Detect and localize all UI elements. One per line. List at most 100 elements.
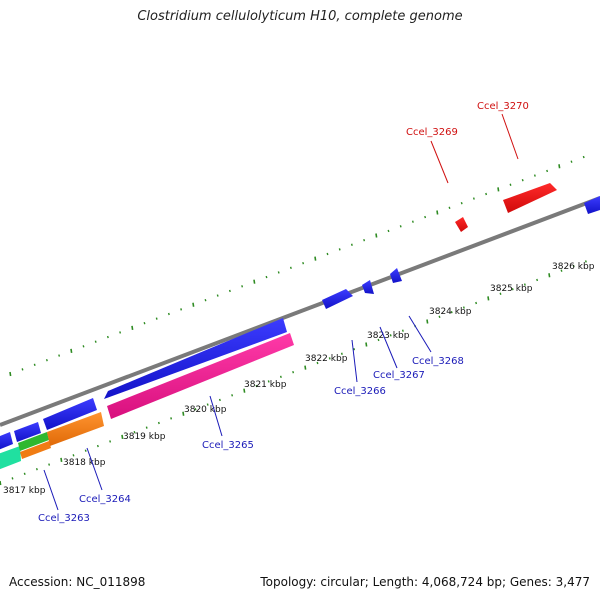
- scale-label: 3822 kbp: [305, 354, 348, 364]
- gene-arrow[interactable]: [503, 183, 557, 213]
- gene-label-ccel-3264[interactable]: Ccel_3264: [79, 494, 131, 505]
- gene-arrow[interactable]: [107, 333, 294, 419]
- tick-mark: [375, 233, 378, 238]
- tick-mark: [277, 271, 280, 274]
- gene-label-ccel-3270[interactable]: Ccel_3270: [477, 101, 529, 112]
- tick-mark: [558, 164, 561, 169]
- gene-arrow[interactable]: [104, 318, 287, 399]
- tick-mark: [96, 444, 99, 448]
- tick-mark: [424, 215, 427, 219]
- tick-mark: [485, 192, 488, 196]
- gene-arrow[interactable]: [0, 446, 21, 471]
- gene-arrow[interactable]: [20, 441, 51, 459]
- gene-arrow[interactable]: [43, 398, 97, 430]
- tick-mark: [121, 434, 124, 439]
- scale-labels: 3817 kbp 3818 kbp 3819 kbp 3820 kbp 3821…: [3, 262, 595, 496]
- scale-label: 3821 kbp: [244, 380, 287, 390]
- tick-mark: [82, 345, 85, 348]
- tick-mark: [511, 287, 514, 291]
- gene-arrow[interactable]: [390, 268, 402, 283]
- tick-mark: [253, 279, 256, 284]
- tick-mark: [216, 294, 219, 297]
- tick-mark: [475, 301, 478, 305]
- gene-features: [0, 183, 600, 471]
- scale-label: 3818 kbp: [63, 458, 106, 468]
- tick-mark: [389, 334, 392, 337]
- tick-mark: [23, 472, 26, 475]
- tick-mark: [11, 477, 14, 480]
- tick-mark: [340, 352, 343, 355]
- tick-mark: [182, 411, 185, 416]
- scale-label: 3823 kbp: [367, 331, 410, 341]
- tick-mark: [84, 449, 87, 452]
- label-leaders: [43, 113, 519, 511]
- gene-arrow[interactable]: [18, 432, 49, 451]
- tick-mark: [401, 329, 404, 332]
- tick-mark: [119, 331, 122, 334]
- tick-mark: [167, 312, 170, 316]
- tick-mark: [509, 183, 512, 186]
- gene-arrow[interactable]: [322, 289, 353, 309]
- gene-arrow[interactable]: [47, 412, 104, 446]
- tick-mark: [316, 361, 319, 365]
- inner-tick-ring: [0, 260, 587, 486]
- tick-mark: [231, 394, 234, 397]
- tick-mark: [497, 187, 500, 192]
- tick-mark: [133, 431, 136, 434]
- tick-mark: [255, 384, 258, 388]
- tick-mark: [521, 178, 524, 182]
- gene-label-ccel-3263[interactable]: Ccel_3263: [38, 513, 90, 524]
- tick-mark: [243, 388, 246, 393]
- tick-mark: [302, 262, 305, 265]
- tick-mark: [48, 463, 51, 466]
- tick-mark: [350, 243, 353, 246]
- tick-mark: [548, 273, 551, 278]
- tick-mark: [536, 278, 539, 282]
- tick-mark: [326, 252, 329, 256]
- tick-mark: [58, 354, 61, 357]
- tick-mark: [436, 210, 439, 215]
- tick-mark: [279, 375, 282, 379]
- tick-mark: [499, 292, 502, 295]
- scale-label: 3824 kbp: [429, 307, 472, 317]
- gene-arrow[interactable]: [584, 196, 600, 214]
- tick-mark: [9, 371, 12, 377]
- tick-mark: [377, 338, 380, 342]
- gene-label-ccel-3268[interactable]: Ccel_3268: [412, 356, 464, 367]
- tick-mark: [228, 289, 231, 293]
- gene-label-ccel-3265[interactable]: Ccel_3265: [202, 440, 254, 451]
- tick-mark: [572, 264, 575, 268]
- gene-arrow[interactable]: [455, 217, 468, 232]
- tick-mark: [145, 426, 148, 429]
- tick-mark: [265, 275, 268, 279]
- tick-mark: [438, 315, 441, 319]
- gene-label-ccel-3266[interactable]: Ccel_3266: [334, 386, 386, 397]
- tick-mark: [131, 325, 134, 330]
- tick-mark: [157, 421, 160, 425]
- gene-arrow[interactable]: [362, 280, 374, 294]
- tick-mark: [314, 256, 317, 261]
- scale-label: 3820 kbp: [184, 405, 227, 415]
- tick-mark: [584, 260, 587, 263]
- genome-backbone: [0, 196, 600, 427]
- gene-label-ccel-3269[interactable]: Ccel_3269: [406, 127, 458, 138]
- outer-tick-ring: [9, 155, 585, 377]
- tick-mark: [387, 229, 390, 233]
- gene-label-ccel-3267[interactable]: Ccel_3267: [373, 370, 425, 381]
- tick-mark: [570, 160, 573, 163]
- tick-mark: [70, 348, 73, 354]
- tick-mark: [94, 340, 97, 343]
- gene-arrow[interactable]: [0, 432, 13, 450]
- tick-mark: [241, 285, 244, 288]
- tick-mark: [546, 169, 549, 173]
- gene-labels: Ccel_3263 Ccel_3264 Ccel_3265 Ccel_3266 …: [38, 101, 529, 524]
- genome-info-label: Topology: circular; Length: 4,068,724 bp…: [260, 575, 590, 589]
- tick-mark: [450, 311, 453, 314]
- tick-mark: [399, 225, 402, 228]
- tick-mark: [328, 357, 331, 360]
- tick-mark: [33, 363, 36, 366]
- tick-mark: [267, 380, 270, 383]
- gene-arrow[interactable]: [14, 422, 41, 442]
- tick-mark: [338, 248, 341, 251]
